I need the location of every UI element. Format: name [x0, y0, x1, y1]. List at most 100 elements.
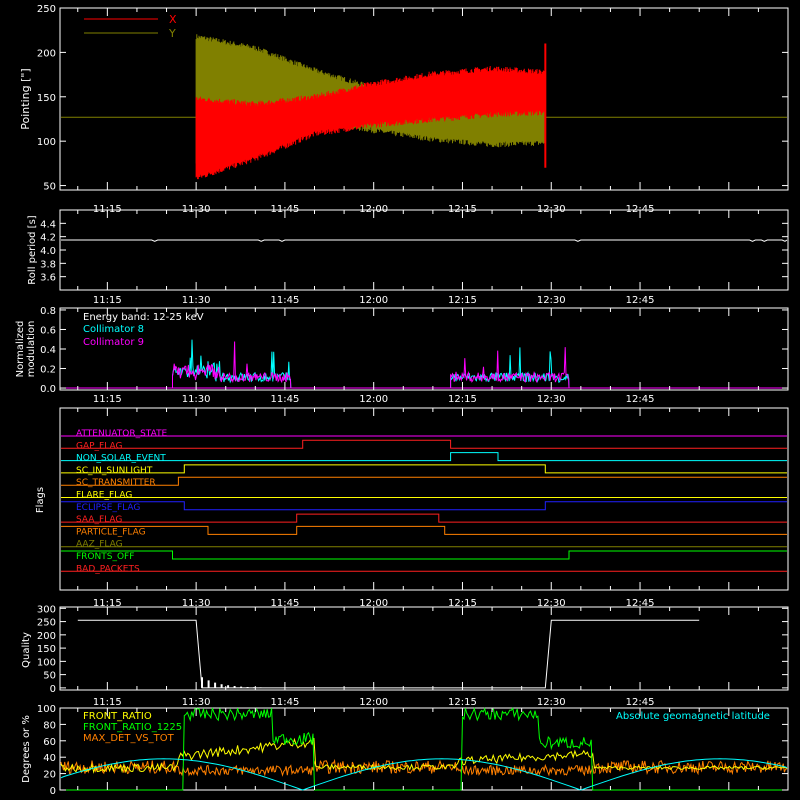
x-tick-label: 12:00	[359, 204, 388, 215]
collimator-9-trace	[172, 341, 570, 389]
x-tick-label: 12:30	[537, 598, 566, 609]
modulation-y-ticks: 0.0 0.2 0.4 0.6 0.8	[40, 306, 788, 395]
x-tick-label: 12:45	[626, 295, 655, 306]
flag-label: ATTENUATOR_STATE	[76, 429, 168, 439]
energy-band-label: Energy band: 12-25 keV	[83, 312, 204, 323]
x-tick-label: 12:15	[448, 598, 477, 609]
x-tick-label: 12:30	[537, 697, 566, 708]
flag-line	[61, 513, 787, 523]
quality-y-ticks: 0 50 100 150 200 250 300	[37, 604, 788, 695]
x-tick-label: 11:30	[182, 394, 211, 405]
flag-label: FRONTS_OFF	[76, 552, 134, 562]
y-tick-label: 200	[37, 631, 56, 642]
quality-frame	[59, 606, 789, 691]
x-tick-label: 12:45	[626, 598, 655, 609]
quality-ringing	[201, 677, 262, 688]
y-tick-label: 150	[37, 644, 56, 655]
x-tick-label: 11:45	[270, 697, 299, 708]
modulation-traces	[61, 339, 787, 389]
y-tick-label: 20	[43, 770, 56, 781]
y-tick-label: 3.6	[40, 273, 56, 284]
ratios-ylabel: Degrees or %	[21, 715, 32, 783]
front-ratio-1225-trace	[61, 707, 787, 791]
flag-lines: ATTENUATOR_STATE GAP_FLAG NON_SOLAR_EVENT S…	[61, 429, 787, 574]
y-tick-label: 80	[43, 720, 56, 731]
x-tick-label: 12:30	[537, 204, 566, 215]
flag-line	[61, 501, 787, 511]
flags-frame	[59, 407, 789, 591]
flag-label: PARTICLE_FLAG	[76, 527, 146, 537]
front-ratio-label: FRONT_RATIO	[83, 711, 152, 722]
pointing-panel: 50 100 150 200 250 Pointing ["] X Y	[19, 4, 789, 193]
front-ratio-trace	[60, 737, 788, 774]
roll-ylabel: Roll period [s]	[27, 215, 38, 284]
pointing-ylabel: Pointing ["]	[19, 68, 32, 129]
modulation-ylabel-line2: modulation	[26, 321, 37, 378]
flag-label: AAZ_FLAG	[76, 540, 123, 550]
x-tick-label: 11:15	[93, 204, 122, 215]
quality-line	[77, 619, 700, 689]
max-det-vs-tot-label: MAX_DET_VS_TOT	[83, 733, 175, 744]
x-tick-label: 12:45	[626, 697, 655, 708]
flag-line	[61, 476, 787, 486]
y-tick-label: 60	[43, 737, 56, 748]
x-tick-label: 12:30	[537, 295, 566, 306]
legend-y-label: Y	[168, 27, 176, 40]
x-tick-label: 11:45	[270, 598, 299, 609]
x-tick-label: 11:30	[182, 697, 211, 708]
y-tick-label: 50	[43, 671, 56, 682]
ratios-y-ticks: 0 20 40 60 80 100	[37, 704, 788, 797]
ratios-panel: 0 20 40 60 80 100 Degrees or % FRONT_RATIO FR…	[21, 704, 789, 797]
y-tick-label: 0.4	[40, 345, 56, 356]
flag-line	[61, 439, 787, 449]
y-tick-label: 200	[37, 48, 56, 59]
max-det-vs-tot-trace	[60, 758, 787, 777]
roll-y-ticks: 3.6 3.8 4.0 4.2 4.4	[40, 219, 788, 284]
quality-trace	[77, 619, 700, 689]
x-tick-label: 12:15	[448, 697, 477, 708]
y-tick-label: 0.8	[40, 306, 56, 317]
x-tick-label: 12:15	[448, 204, 477, 215]
flag-label: SAA_FLAG	[76, 515, 122, 525]
x-tick-label: 11:30	[182, 295, 211, 306]
flags-ylabel: Flags	[35, 487, 46, 513]
quality-panel: 0 50 100 150 200 250 300 Quality	[21, 604, 789, 695]
y-tick-label: 0.0	[40, 384, 56, 395]
collimator-8-label: Collimator 8	[83, 324, 144, 335]
flag-label: GAP_FLAG	[76, 441, 122, 451]
x-tick-label: 12:00	[359, 394, 388, 405]
x-tick-label: 11:30	[182, 204, 211, 215]
flag-label: BAD_PACKETS	[76, 564, 140, 574]
flag-line	[61, 464, 787, 474]
roll-trace	[61, 239, 788, 242]
x-tick-label: 11:30	[182, 598, 211, 609]
flag-label: ECLIPSE_FLAG	[76, 503, 140, 513]
modulation-panel: 0.0 0.2 0.4 0.6 0.8 Normalized modulation En…	[15, 306, 789, 395]
x-tick-label: 11:45	[270, 295, 299, 306]
y-tick-label: 0	[50, 684, 56, 695]
x-tick-label: 12:45	[626, 204, 655, 215]
flag-label: SC_TRANSMITTER	[76, 478, 156, 488]
flag-line	[61, 550, 787, 560]
y-tick-label: 0.2	[40, 365, 56, 376]
y-tick-label: 150	[37, 93, 56, 104]
y-tick-label: 50	[43, 182, 56, 193]
y-tick-label: 0.6	[40, 325, 56, 336]
roll-panel: 3.6 3.8 4.0 4.2 4.4 Roll period [s]	[27, 209, 789, 291]
y-tick-label: 100	[37, 137, 56, 148]
y-tick-label: 4.4	[40, 219, 56, 230]
x-tick-label: 11:15	[93, 598, 122, 609]
y-tick-label: 100	[37, 657, 56, 668]
collimator-9-label: Collimator 9	[83, 337, 144, 348]
y-tick-label: 300	[37, 604, 56, 615]
x-tick-label: 12:00	[359, 295, 388, 306]
series-x-trace	[195, 66, 546, 180]
y-tick-label: 250	[37, 618, 56, 629]
flag-label: NON_SOLAR_EVENT	[76, 454, 166, 464]
flag-label: SC_IN_SUNLIGHT	[76, 466, 153, 476]
y-tick-label: 4.0	[40, 246, 56, 257]
x-tick-label: 12:15	[448, 394, 477, 405]
geomagnetic-latitude-trace	[60, 758, 788, 791]
y-tick-label: 100	[37, 704, 56, 715]
